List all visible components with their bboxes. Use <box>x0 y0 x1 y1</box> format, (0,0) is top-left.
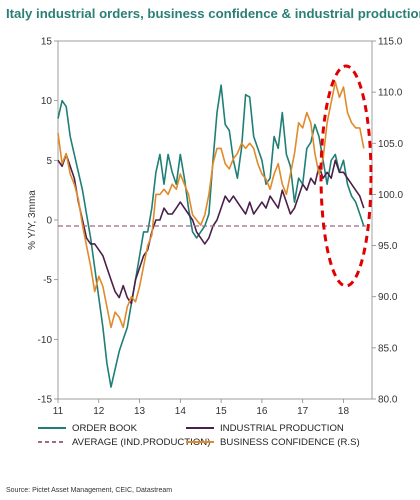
series-line-business-confidence <box>57 81 365 329</box>
y2-tick-label: 90.0 <box>378 292 398 303</box>
y-tick-label: 0 <box>46 216 52 227</box>
x-tick-label: 18 <box>338 406 350 417</box>
x-tick-label: 13 <box>134 406 146 417</box>
source-note: Source: Pictet Asset Management, CEIC, D… <box>6 487 173 494</box>
x-tick-label: 16 <box>256 406 268 417</box>
x-tick-label: 15 <box>216 406 228 417</box>
y-tick-label: -10 <box>38 335 53 346</box>
y-axis-label: % Y/Y, 3mma <box>27 190 38 250</box>
y2-tick-label: 105.0 <box>378 139 403 150</box>
legend-label-average: AVERAGE (IND.PRODUCTION) <box>72 437 210 448</box>
legend-label-order-book: ORDER BOOK <box>72 423 138 434</box>
y2-tick-label: 80.0 <box>378 395 398 406</box>
y-tick-label: 10 <box>41 96 53 107</box>
y-tick-label: -5 <box>43 275 52 286</box>
y2-tick-label: 110.0 <box>378 88 403 99</box>
highlight-ellipse <box>319 64 373 288</box>
y2-tick-label: 100.0 <box>378 190 403 201</box>
x-tick-label: 11 <box>53 406 64 417</box>
x-tick-label: 17 <box>297 406 309 417</box>
y2-tick-label: 115.0 <box>378 37 403 48</box>
y-tick-label: 15 <box>41 37 53 48</box>
legend-label-business-confidence: BUSINESS CONFIDENCE (R.S) <box>220 437 360 448</box>
x-tick-label: 14 <box>175 406 187 417</box>
x-tick-label: 12 <box>93 406 105 417</box>
y-tick-label: 5 <box>46 156 52 167</box>
y2-tick-label: 85.0 <box>378 343 398 354</box>
series-line-industrial-production <box>57 153 365 305</box>
legend-label-industrial-production: INDUSTRIAL PRODUCTION <box>220 423 344 434</box>
chart-title: Italy industrial orders, business confid… <box>6 6 420 21</box>
y2-tick-label: 95.0 <box>378 241 398 252</box>
y-tick-label: -15 <box>38 395 53 406</box>
series-line-order-book <box>57 84 365 388</box>
